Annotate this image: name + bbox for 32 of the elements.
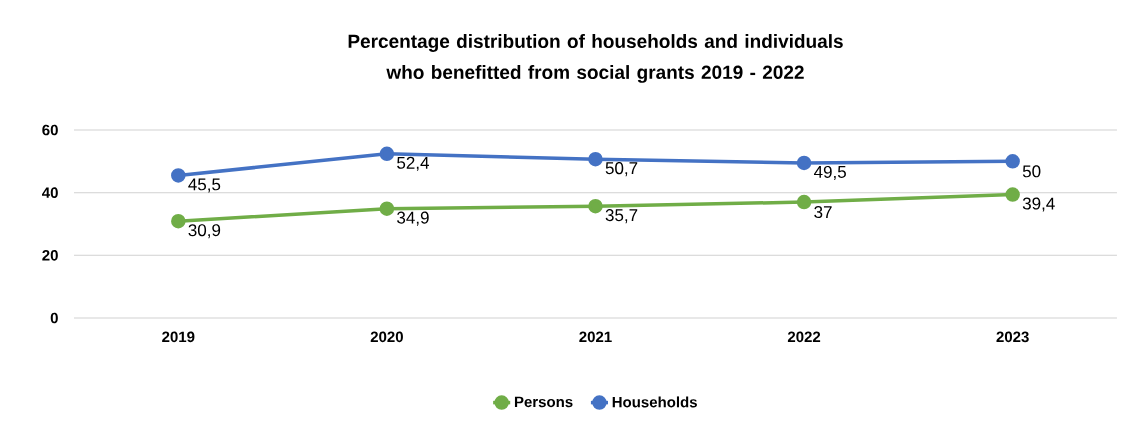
x-tick-label: 2022 — [787, 331, 821, 343]
data-label: 35,7 — [605, 209, 638, 224]
legend-label: Persons — [514, 396, 573, 408]
legend-label: Households — [612, 396, 697, 408]
data-label: 39,4 — [1022, 197, 1055, 212]
point — [171, 168, 186, 183]
point — [1005, 154, 1020, 169]
point — [379, 201, 395, 216]
point — [588, 198, 603, 214]
x-tick-label: 2020 — [370, 331, 403, 343]
data-label: 37 — [814, 206, 832, 219]
data-label: 50 — [1022, 165, 1041, 178]
data-label: 30,9 — [188, 224, 221, 239]
point — [588, 151, 603, 167]
data-label: 45,5 — [188, 178, 221, 193]
point — [1005, 187, 1020, 202]
point — [796, 155, 812, 171]
data-label: 52,4 — [397, 156, 429, 171]
y-tick-label: 20 — [42, 250, 58, 261]
point — [796, 194, 812, 210]
data-label: 34,9 — [397, 211, 429, 226]
data-label: 49,5 — [813, 165, 846, 180]
x-tick-label: 2021 — [579, 331, 612, 343]
y-tick-label: 60 — [42, 124, 58, 136]
chart-title: Percentage distribution of households and individuals who benefitted from social grants 2019 - 2022 — [348, 34, 843, 83]
point — [171, 213, 186, 229]
x-tick-label: 2019 — [162, 331, 195, 343]
data-label: 50,7 — [605, 162, 638, 177]
y-tick-label: 40 — [42, 187, 58, 198]
x-tick-label: 2023 — [996, 331, 1029, 343]
point — [379, 146, 395, 162]
y-tick-label: 0 — [50, 312, 58, 324]
